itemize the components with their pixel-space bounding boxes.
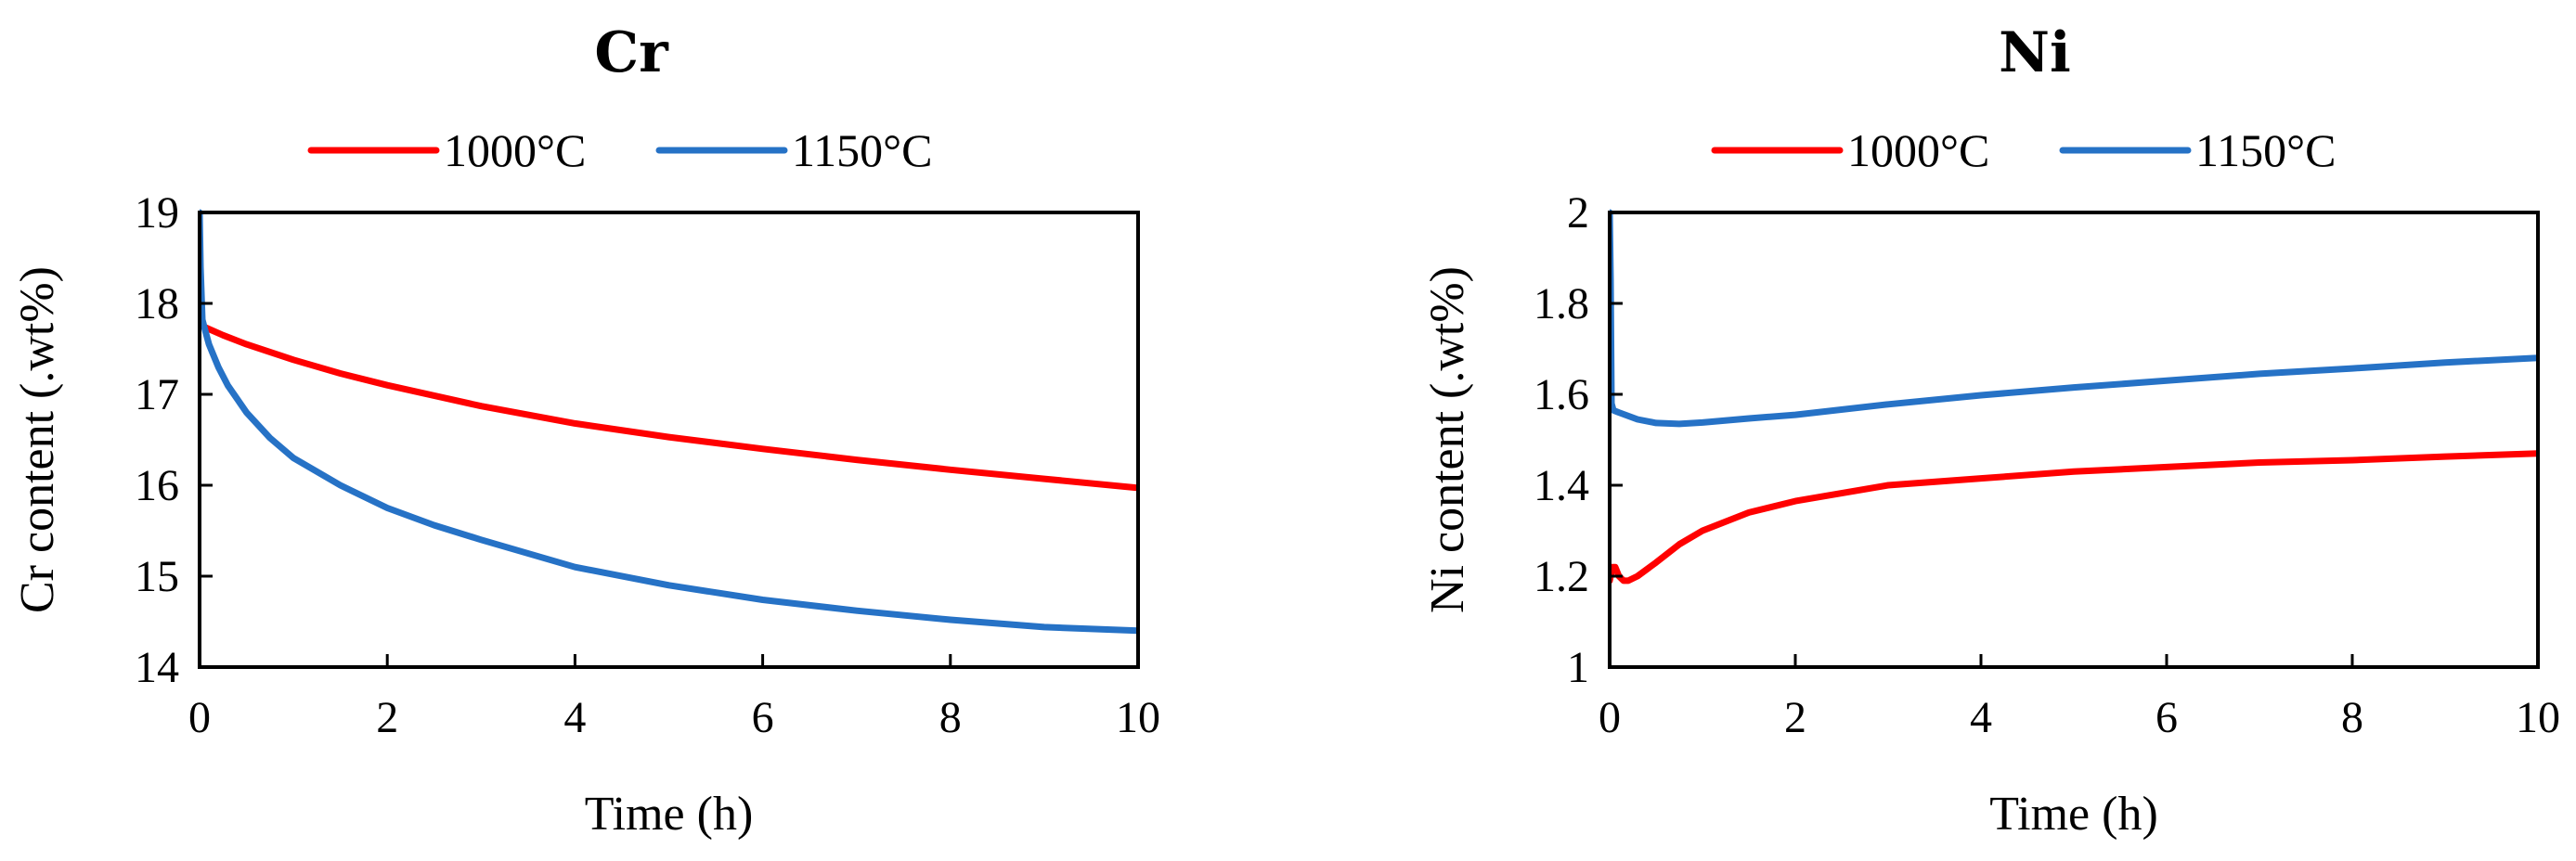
chart-1-y-tick-label: 18 (135, 279, 179, 328)
chart-1-plot-frame (198, 211, 1140, 669)
chart-1-title: Cr (594, 20, 669, 85)
chart-2-y-tick-label: 1.2 (1534, 552, 1589, 601)
chart-1-series-line-1 (200, 323, 1140, 492)
chart-2-series-line-2 (1610, 209, 2540, 428)
chart-1-x-tick-label: 4 (563, 693, 586, 742)
chart-1-x-tick-label: 0 (188, 693, 211, 742)
chart-1-y-tick-label: 17 (135, 370, 179, 419)
chart-2-legend-label-2: 1150°C (2195, 124, 2337, 176)
chart-2-x-tick-label: 0 (1599, 693, 1621, 742)
chart-1-legend-label-2: 1150°C (792, 124, 933, 176)
chart-2-x-tick-label: 2 (1784, 693, 1806, 742)
chart-1-y-axis-label: Cr content (.wt%) (11, 266, 64, 613)
chart-1-x-tick-label: 10 (1116, 693, 1160, 742)
chart-2-x-tick-label: 4 (1970, 693, 1992, 742)
chart-1-y-tick-label: 19 (135, 188, 179, 238)
chart-1-x-tick-label: 2 (376, 693, 398, 742)
chart-2-x-tick-label: 8 (2341, 693, 2363, 742)
chart-2-title: Ni (1999, 20, 2071, 85)
chart-1-y-tick-label: 15 (135, 552, 179, 601)
chart-1-legend-item-1: 1000°C (307, 124, 586, 176)
chart-1-y-tick-label: 16 (135, 461, 179, 510)
chart-1-y-tick-label: 14 (135, 643, 179, 692)
chart-2-y-tick-label: 1.8 (1534, 279, 1589, 328)
chart-2-y-tick-label: 1.6 (1534, 370, 1589, 419)
chart-1-x-axis-label: Time (h) (585, 788, 754, 841)
chart-1-legend-item-2: 1150°C (655, 124, 933, 176)
chart-2-x-tick-label: 10 (2516, 693, 2560, 742)
chart-2-y-tick-label: 1 (1567, 643, 1589, 692)
chart-1-legend-label-1: 1000°C (444, 124, 586, 176)
chart-2-legend-item-1: 1000°C (1711, 124, 1989, 176)
chart-1-series-line-2 (200, 209, 1140, 635)
chart-2-x-tick-label: 6 (2155, 693, 2178, 742)
chart-2-legend-label-1: 1000°C (1847, 124, 1989, 176)
chart-1-x-tick-label: 6 (752, 693, 774, 742)
chart-1-x-tick-label: 8 (939, 693, 962, 742)
chart-2-y-tick-label: 2 (1567, 188, 1589, 238)
chart-2-plot-frame (1608, 211, 2540, 669)
chart-2-y-axis-label: Ni content (.wt%) (1421, 266, 1474, 613)
chart-2-x-axis-label: Time (h) (1989, 788, 2158, 841)
chart-2-series-line-1 (1610, 450, 2540, 585)
chart-2-legend-item-2: 1150°C (2059, 124, 2337, 176)
chart-2-y-tick-label: 1.4 (1534, 461, 1589, 510)
